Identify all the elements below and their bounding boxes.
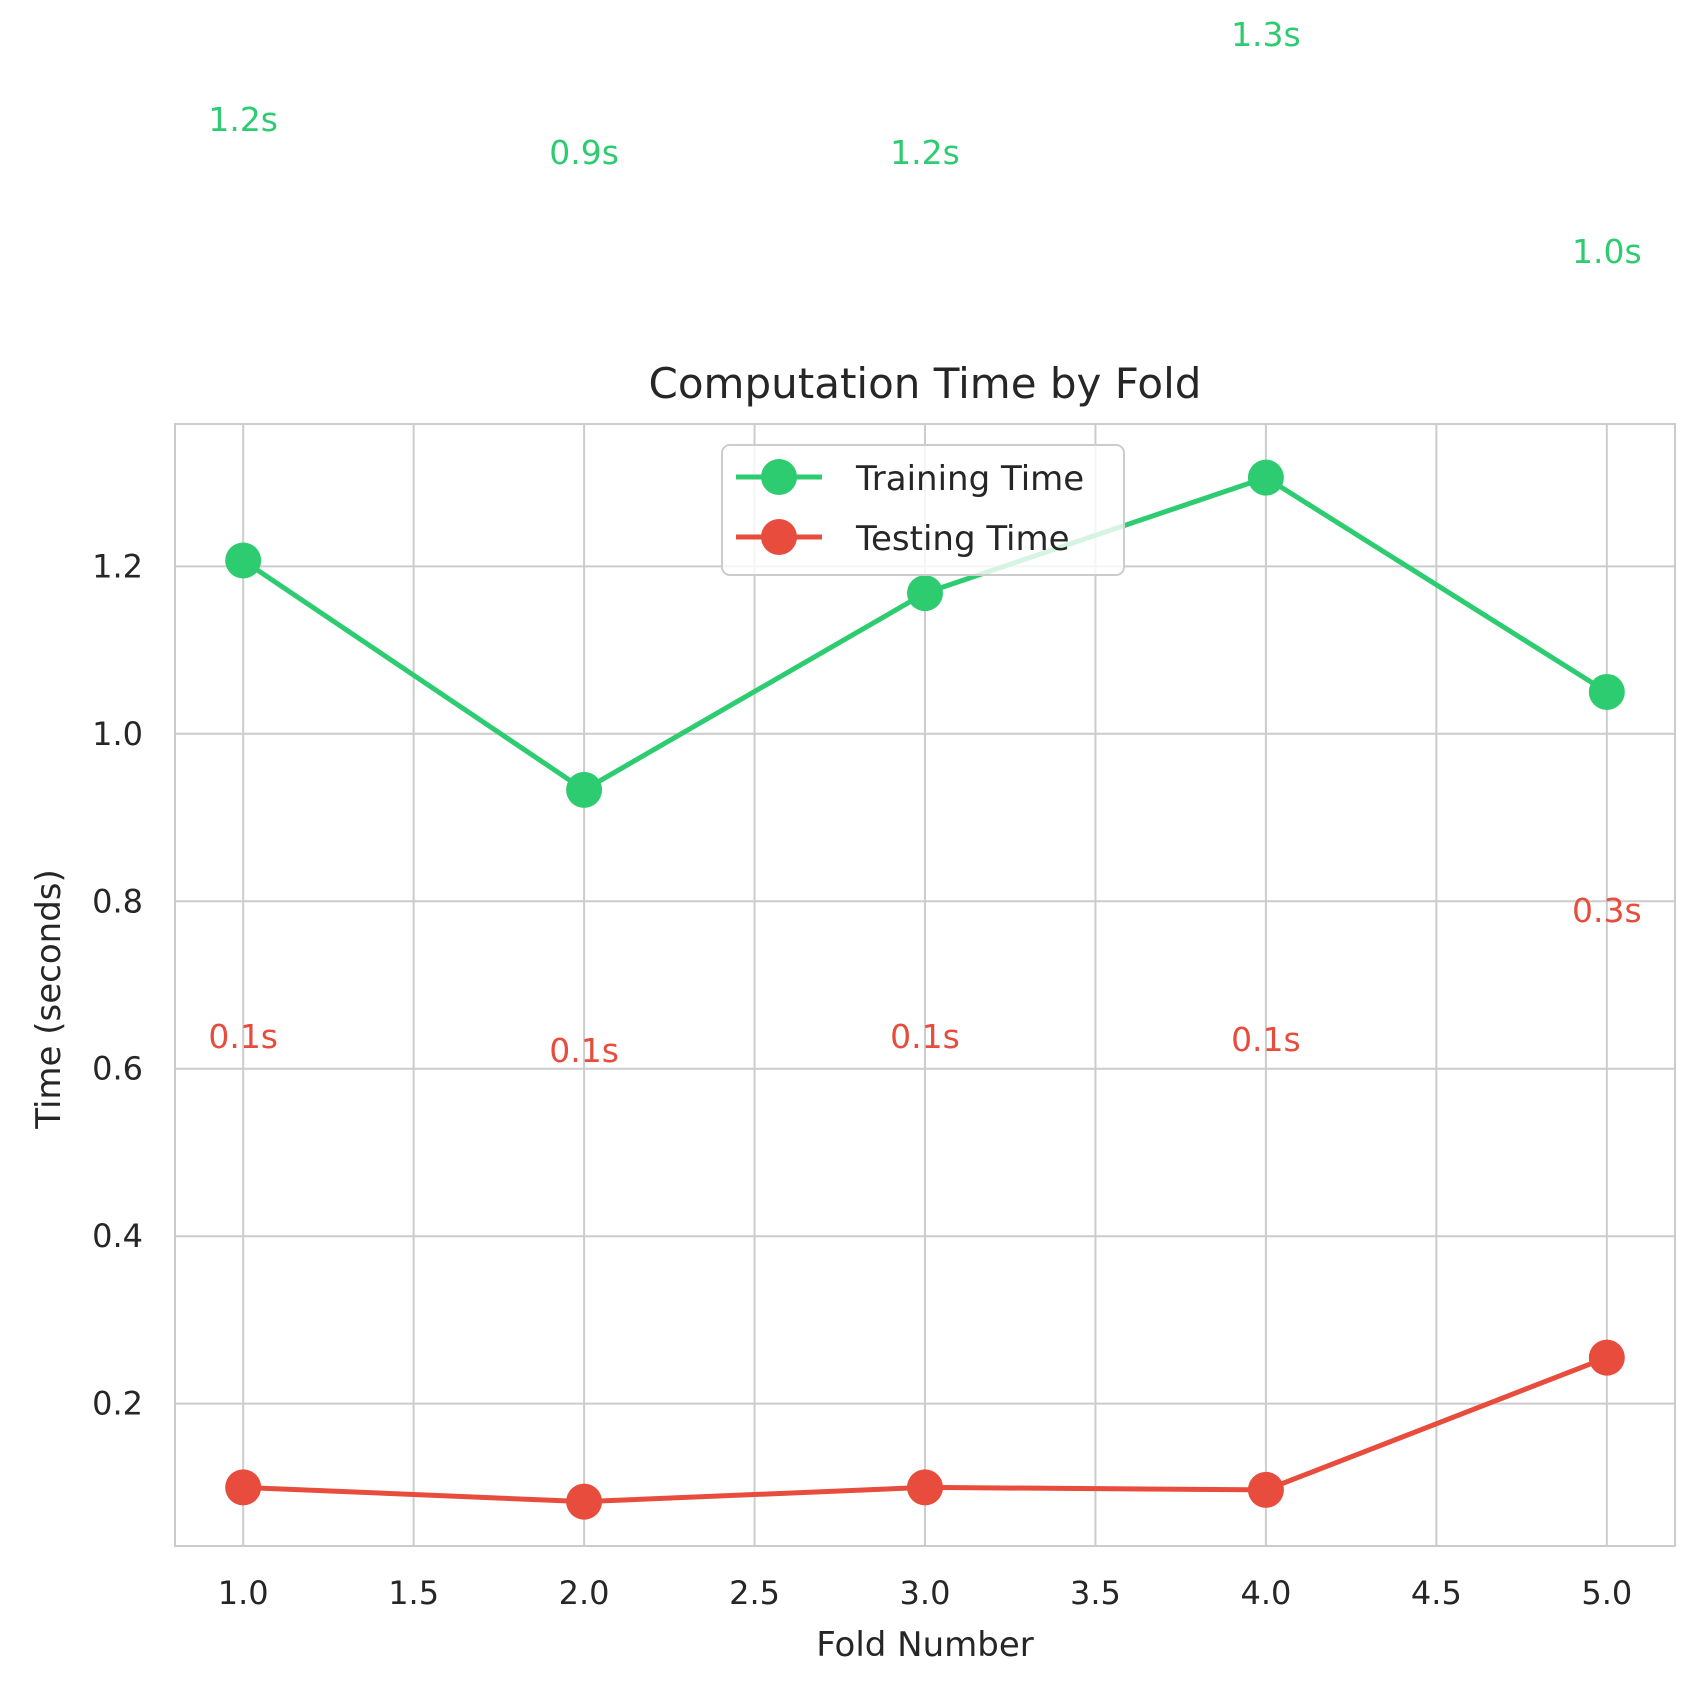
testing-time-data-label: 0.3s: [1572, 891, 1642, 930]
testing-time-data-label: 0.1s: [890, 1017, 960, 1056]
training-time-data-label: 1.3s: [1231, 15, 1301, 54]
training-time-data-label: 0.9s: [549, 133, 619, 172]
y-tick-label: 0.8: [92, 882, 143, 920]
data-labels: 1.2s 0.9s 1.2s 1.3s 1.0s 0.1s 0.1s 0.1s 0.1s 0.3s: [208, 15, 1641, 1070]
training-time-point: [907, 575, 943, 612]
testing-time-point: [907, 1469, 943, 1506]
legend-box: [721, 444, 1125, 576]
series-layer: [225, 459, 1625, 1520]
testing-time-data-label: 0.1s: [549, 1031, 619, 1070]
x-axis-label: Fold Number: [816, 1625, 1034, 1665]
testing-time-data-label: 0.1s: [208, 1017, 278, 1056]
x-tick-label: 1.0: [218, 1574, 269, 1612]
y-tick-label: 0.6: [92, 1050, 143, 1088]
y-tick-label: 1.0: [92, 715, 143, 753]
x-tick-label: 1.5: [388, 1574, 439, 1612]
x-tick-label: 4.5: [1411, 1574, 1462, 1612]
legend-testing-marker: [761, 519, 797, 555]
testing-time-point: [225, 1469, 262, 1506]
x-tick-label: 2.0: [559, 1574, 610, 1612]
training-time-point: [1588, 673, 1625, 710]
y-tick-labels: 0.2 0.4 0.6 0.8 1.0 1.2: [92, 547, 143, 1422]
training-time-data-label: 1.0s: [1572, 232, 1642, 271]
testing-time-point: [566, 1483, 603, 1520]
x-tick-label: 5.0: [1581, 1574, 1632, 1612]
training-time-point: [1247, 459, 1284, 496]
legend-training-marker: [761, 459, 797, 495]
legend-testing-label: Testing Time: [855, 519, 1070, 559]
x-tick-label: 2.5: [729, 1574, 780, 1612]
training-time-point: [566, 771, 603, 808]
testing-time-data-label: 0.1s: [1231, 1020, 1301, 1059]
testing-time-point: [1247, 1471, 1284, 1508]
training-time-data-label: 1.2s: [890, 133, 960, 172]
testing-time-point: [1588, 1339, 1625, 1376]
chart-title: Computation Time by Fold: [649, 359, 1202, 408]
x-tick-label: 3.5: [1070, 1574, 1121, 1612]
training-time-point: [225, 542, 262, 579]
x-tick-label: 3.0: [900, 1574, 951, 1612]
y-tick-label: 0.2: [92, 1385, 143, 1423]
y-axis-label: Time (seconds): [29, 869, 69, 1130]
legend-training-label: Training Time: [855, 459, 1084, 499]
y-tick-label: 0.4: [92, 1217, 143, 1255]
legend: Training Time Testing Time: [721, 444, 1125, 576]
x-tick-label: 4.0: [1240, 1574, 1291, 1612]
x-tick-labels: 1.0 1.5 2.0 2.5 3.0 3.5 4.0 4.5 5.0: [218, 1574, 1633, 1612]
plot-frame: [174, 423, 1676, 1547]
training-time-data-label: 1.2s: [208, 100, 278, 139]
y-tick-label: 1.2: [92, 547, 143, 585]
